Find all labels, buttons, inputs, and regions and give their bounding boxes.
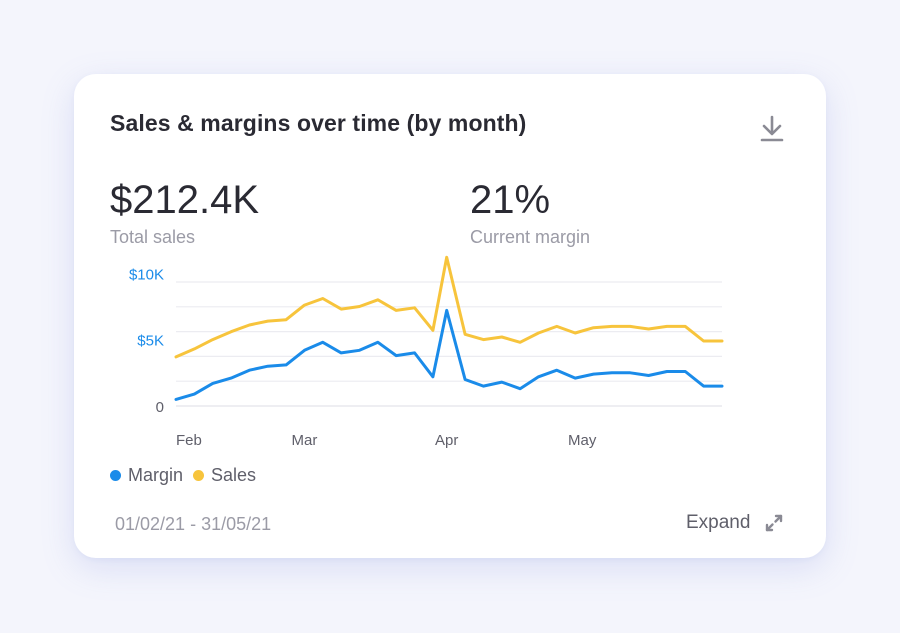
current-margin-label: Current margin: [470, 227, 591, 247]
expand-arrows-icon: [766, 514, 783, 532]
x-tick-label: Mar: [292, 432, 318, 449]
sales-margins-card: Sales & margins over time (by month) $21…: [74, 74, 826, 558]
sales-margin-line-chart: 0 $5K $10K Feb Mar Apr May: [129, 255, 724, 449]
x-tick-label: Feb: [176, 432, 202, 449]
current-margin-value: 21%: [470, 178, 551, 222]
date-range: 01/02/21 - 31/05/21: [115, 514, 272, 534]
legend-label-sales: Sales: [211, 465, 257, 485]
expand-label: Expand: [686, 512, 751, 533]
chart-gridlines: [176, 281, 722, 407]
x-tick-label: Apr: [435, 432, 458, 449]
y-tick-label: 0: [156, 399, 164, 416]
legend-item-margin[interactable]: Margin: [110, 465, 183, 486]
y-tick-label: $5K: [137, 333, 164, 350]
series-line-sales[interactable]: [174, 255, 724, 359]
legend-dot-sales: [193, 470, 205, 481]
legend-item-sales[interactable]: Sales: [193, 465, 256, 486]
legend-dot-margin: [110, 470, 121, 481]
legend-label-margin: Margin: [128, 465, 184, 485]
total-sales-label: Total sales: [110, 227, 196, 247]
total-sales-value: $212.4K: [110, 178, 260, 222]
chart-series: [174, 255, 724, 401]
download-icon[interactable]: [758, 114, 786, 144]
x-axis-ticks: Feb Mar Apr May: [176, 432, 597, 449]
y-tick-label: $10K: [129, 266, 164, 283]
x-tick-label: May: [568, 432, 597, 449]
card-title: Sales & margins over time (by month): [110, 110, 527, 136]
y-axis-ticks: 0 $5K $10K: [129, 266, 164, 416]
series-line-margin[interactable]: [174, 308, 724, 401]
expand-button[interactable]: Expand: [686, 512, 784, 534]
chart-legend: Margin Sales: [110, 465, 266, 486]
